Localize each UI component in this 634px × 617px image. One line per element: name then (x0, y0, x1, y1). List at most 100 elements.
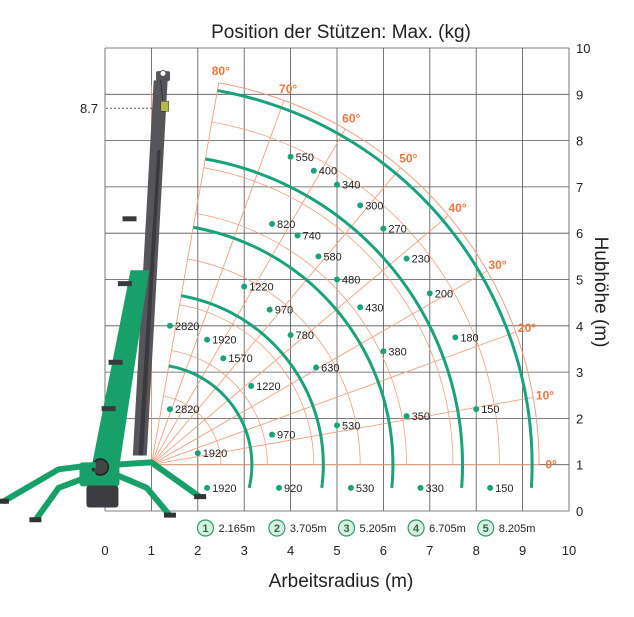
load-label: 550 (296, 152, 314, 164)
load-label: 480 (342, 275, 360, 287)
extension-legend: 1 2.165m 2 3.705m 3 5.205m 4 6.705m 5 8.205m (196, 519, 536, 537)
y-tick-label: 7 (576, 180, 583, 195)
angle-ray (151, 331, 516, 466)
load-point (266, 306, 273, 313)
load-point (334, 276, 340, 283)
y-tick-label: 8 (576, 134, 583, 149)
load-label: 580 (323, 251, 341, 263)
crane-bracket (122, 216, 137, 222)
angle-ray (151, 270, 488, 466)
crane-column (91, 270, 150, 470)
extension-badge (477, 519, 495, 537)
chart-title: Position der Stützen: Max. (kg) (211, 22, 471, 43)
x-tick-label: 8 (473, 543, 480, 558)
crane-outrigger (32, 471, 97, 523)
load-label: 1570 (228, 353, 252, 365)
crane-hook-line (160, 80, 164, 104)
angle-label: 70° (279, 82, 297, 96)
extension-label: 3.705m (290, 523, 327, 535)
angle-label: 30° (488, 258, 506, 272)
load-point (487, 484, 494, 491)
load-point (194, 450, 201, 457)
load-point (380, 225, 387, 232)
x-tick-label: 10 (562, 543, 576, 558)
load-label: 330 (426, 483, 444, 495)
load-point (166, 406, 173, 413)
crane-outrigger-foot (0, 498, 9, 504)
extension-label: 8.205m (499, 523, 536, 535)
load-label: 1920 (212, 335, 236, 347)
load-label: 2820 (175, 321, 199, 333)
x-tick-label: 3 (241, 543, 248, 558)
load-label: 1220 (256, 381, 280, 393)
load-point (357, 304, 364, 311)
extension-badge (407, 519, 425, 537)
load-curve-4 (205, 157, 465, 488)
load-point (403, 255, 410, 262)
load-label: 340 (342, 180, 360, 192)
load-label: 920 (284, 483, 302, 495)
load-label: 970 (277, 430, 295, 442)
load-point (310, 167, 317, 174)
load-point (315, 253, 322, 260)
crane-outrigger-foot (194, 494, 207, 500)
load-point (417, 484, 424, 491)
load-label: 970 (275, 305, 293, 317)
extension-badge (196, 519, 215, 537)
x-axis-title: Arbeitsradius (m) (269, 571, 414, 592)
x-tick-label: 4 (287, 543, 294, 558)
angle-ray (151, 167, 401, 465)
y-tick-label: 2 (576, 411, 583, 426)
y-tick-label: 4 (576, 319, 583, 334)
y-tick-label: 6 (576, 226, 583, 241)
load-label: 300 (365, 200, 383, 212)
y-axis-title: Hubhöhe (m) (590, 237, 611, 348)
load-point (452, 334, 459, 341)
x-tick-label: 6 (380, 543, 387, 558)
load-label: 180 (460, 332, 478, 344)
load-point (276, 484, 282, 491)
load-point (287, 332, 294, 339)
load-point (248, 382, 255, 389)
x-tick-label: 7 (426, 543, 433, 558)
load-point (269, 220, 276, 227)
load-label: 2820 (175, 404, 199, 416)
load-label: 740 (303, 231, 321, 243)
load-point (204, 484, 211, 491)
load-point (287, 153, 294, 160)
load-label: 430 (365, 302, 383, 314)
extension-badge-number: 4 (413, 523, 420, 535)
crane-bracket (117, 281, 132, 287)
load-point (334, 181, 340, 188)
x-tick-label: 5 (333, 543, 340, 558)
load-label: 150 (495, 483, 513, 495)
load-curve-2 (180, 294, 325, 489)
crane-outrigger-foot (29, 517, 42, 523)
angle-label: 0° (545, 458, 557, 472)
extension-badge-number: 3 (343, 523, 349, 535)
load-label: 780 (296, 330, 314, 342)
load-label: 630 (321, 362, 339, 374)
angle-lines: 0° 10° 20° 30° 40° 50° 60° 70° 80° (150, 64, 557, 472)
load-label: 270 (388, 224, 406, 236)
load-point (426, 290, 433, 297)
crane-bracket (108, 359, 123, 365)
load-point (334, 422, 340, 429)
max-height-label: 8.7 (80, 101, 98, 116)
x-tick-label: 9 (519, 543, 526, 558)
load-point (269, 431, 276, 438)
angle-label: 60° (342, 112, 360, 126)
load-label: 530 (356, 483, 374, 495)
load-label: 230 (412, 254, 430, 266)
load-label: 1920 (203, 448, 227, 460)
load-point (204, 336, 211, 343)
extension-badge (337, 519, 356, 537)
angle-label: 80° (212, 64, 230, 78)
angle-label: 50° (399, 152, 417, 166)
crane-outrigger (113, 471, 173, 518)
crane-outrigger (1, 461, 97, 505)
x-tick-label: 2 (194, 543, 201, 558)
crane-outrigger (114, 459, 202, 500)
load-label: 380 (388, 346, 406, 358)
load-curve-1 (168, 364, 254, 489)
